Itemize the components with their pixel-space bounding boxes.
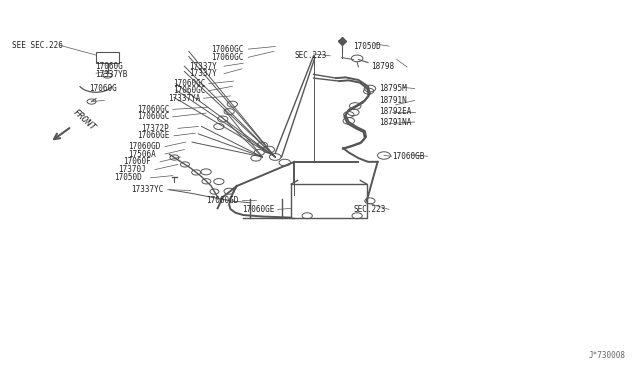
Text: 17060GE: 17060GE [242, 205, 275, 214]
Text: 17060GC: 17060GC [173, 79, 205, 88]
Text: SEC.223: SEC.223 [353, 205, 386, 214]
Text: 17050D: 17050D [114, 173, 141, 182]
Text: 17060GB: 17060GB [392, 152, 424, 161]
Text: 17372P: 17372P [141, 124, 168, 133]
Text: 17060GC: 17060GC [138, 105, 170, 114]
Text: 17060GE: 17060GE [138, 131, 170, 140]
Text: 17060GC: 17060GC [173, 86, 205, 95]
Text: 17337YC: 17337YC [131, 185, 164, 194]
Text: 17050D: 17050D [353, 42, 381, 51]
Text: J*730008: J*730008 [589, 351, 626, 360]
Text: 17060GC: 17060GC [138, 112, 170, 121]
Text: 17060G: 17060G [95, 62, 122, 71]
Text: 17060GD: 17060GD [206, 196, 239, 205]
Text: 18798: 18798 [371, 62, 394, 71]
Text: 17060GD: 17060GD [128, 142, 161, 151]
Text: 17337YA: 17337YA [168, 94, 200, 103]
Text: 18791NA: 18791NA [379, 118, 412, 126]
Text: 17337Y: 17337Y [189, 62, 216, 71]
Text: 17060G: 17060G [90, 84, 117, 93]
Text: FRONT: FRONT [72, 108, 98, 132]
Text: 17060GC: 17060GC [211, 53, 244, 62]
Bar [291, 184, 367, 218]
Text: SEC.223: SEC.223 [294, 51, 327, 60]
Bar [96, 52, 119, 63]
Text: 17060F: 17060F [123, 157, 150, 166]
Text: 17370J: 17370J [118, 165, 146, 174]
Text: 17337YB: 17337YB [95, 70, 127, 79]
Text: SEE SEC.226: SEE SEC.226 [12, 41, 62, 50]
Text: 17506A: 17506A [128, 150, 156, 158]
Text: 18791N: 18791N [379, 96, 406, 105]
Text: 17060GC: 17060GC [211, 45, 244, 54]
Text: 18792EA: 18792EA [379, 107, 412, 116]
Text: 18795M: 18795M [379, 84, 406, 93]
Text: 17337Y: 17337Y [189, 69, 216, 78]
